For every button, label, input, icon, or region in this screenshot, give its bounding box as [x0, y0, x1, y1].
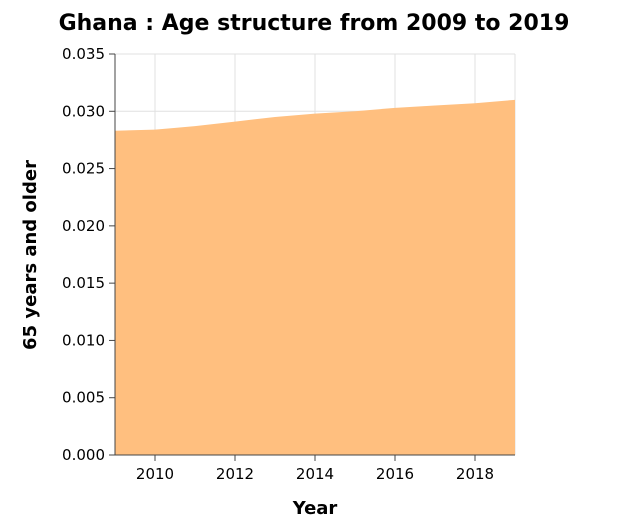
x-tick-label: 2012	[216, 465, 254, 483]
area-series	[115, 99, 515, 455]
y-tick-label: 0.030	[62, 102, 105, 120]
y-tick-label: 0.005	[62, 389, 105, 407]
y-tick-label: 0.020	[62, 217, 105, 235]
tick-labels: 2010 2012 2014 2016 2018 0.000 0.005 0.010 0.015…	[62, 45, 494, 483]
y-tick-label: 0.025	[62, 160, 105, 178]
chart-title: Ghana : Age structure from 2009 to 2019	[59, 11, 570, 36]
x-tick-label: 2014	[296, 465, 334, 483]
x-tick-label: 2010	[136, 465, 174, 483]
x-tick-label: 2016	[376, 465, 414, 483]
y-axis-label: 65 years and older	[20, 160, 41, 350]
y-tick-label: 0.000	[62, 446, 105, 464]
y-tick-label: 0.035	[62, 45, 105, 63]
y-tick-label: 0.015	[62, 274, 105, 292]
x-axis-label: Year	[292, 498, 338, 519]
axes	[109, 53, 515, 461]
y-tick-label: 0.010	[62, 331, 105, 349]
x-tick-label: 2018	[456, 465, 494, 483]
